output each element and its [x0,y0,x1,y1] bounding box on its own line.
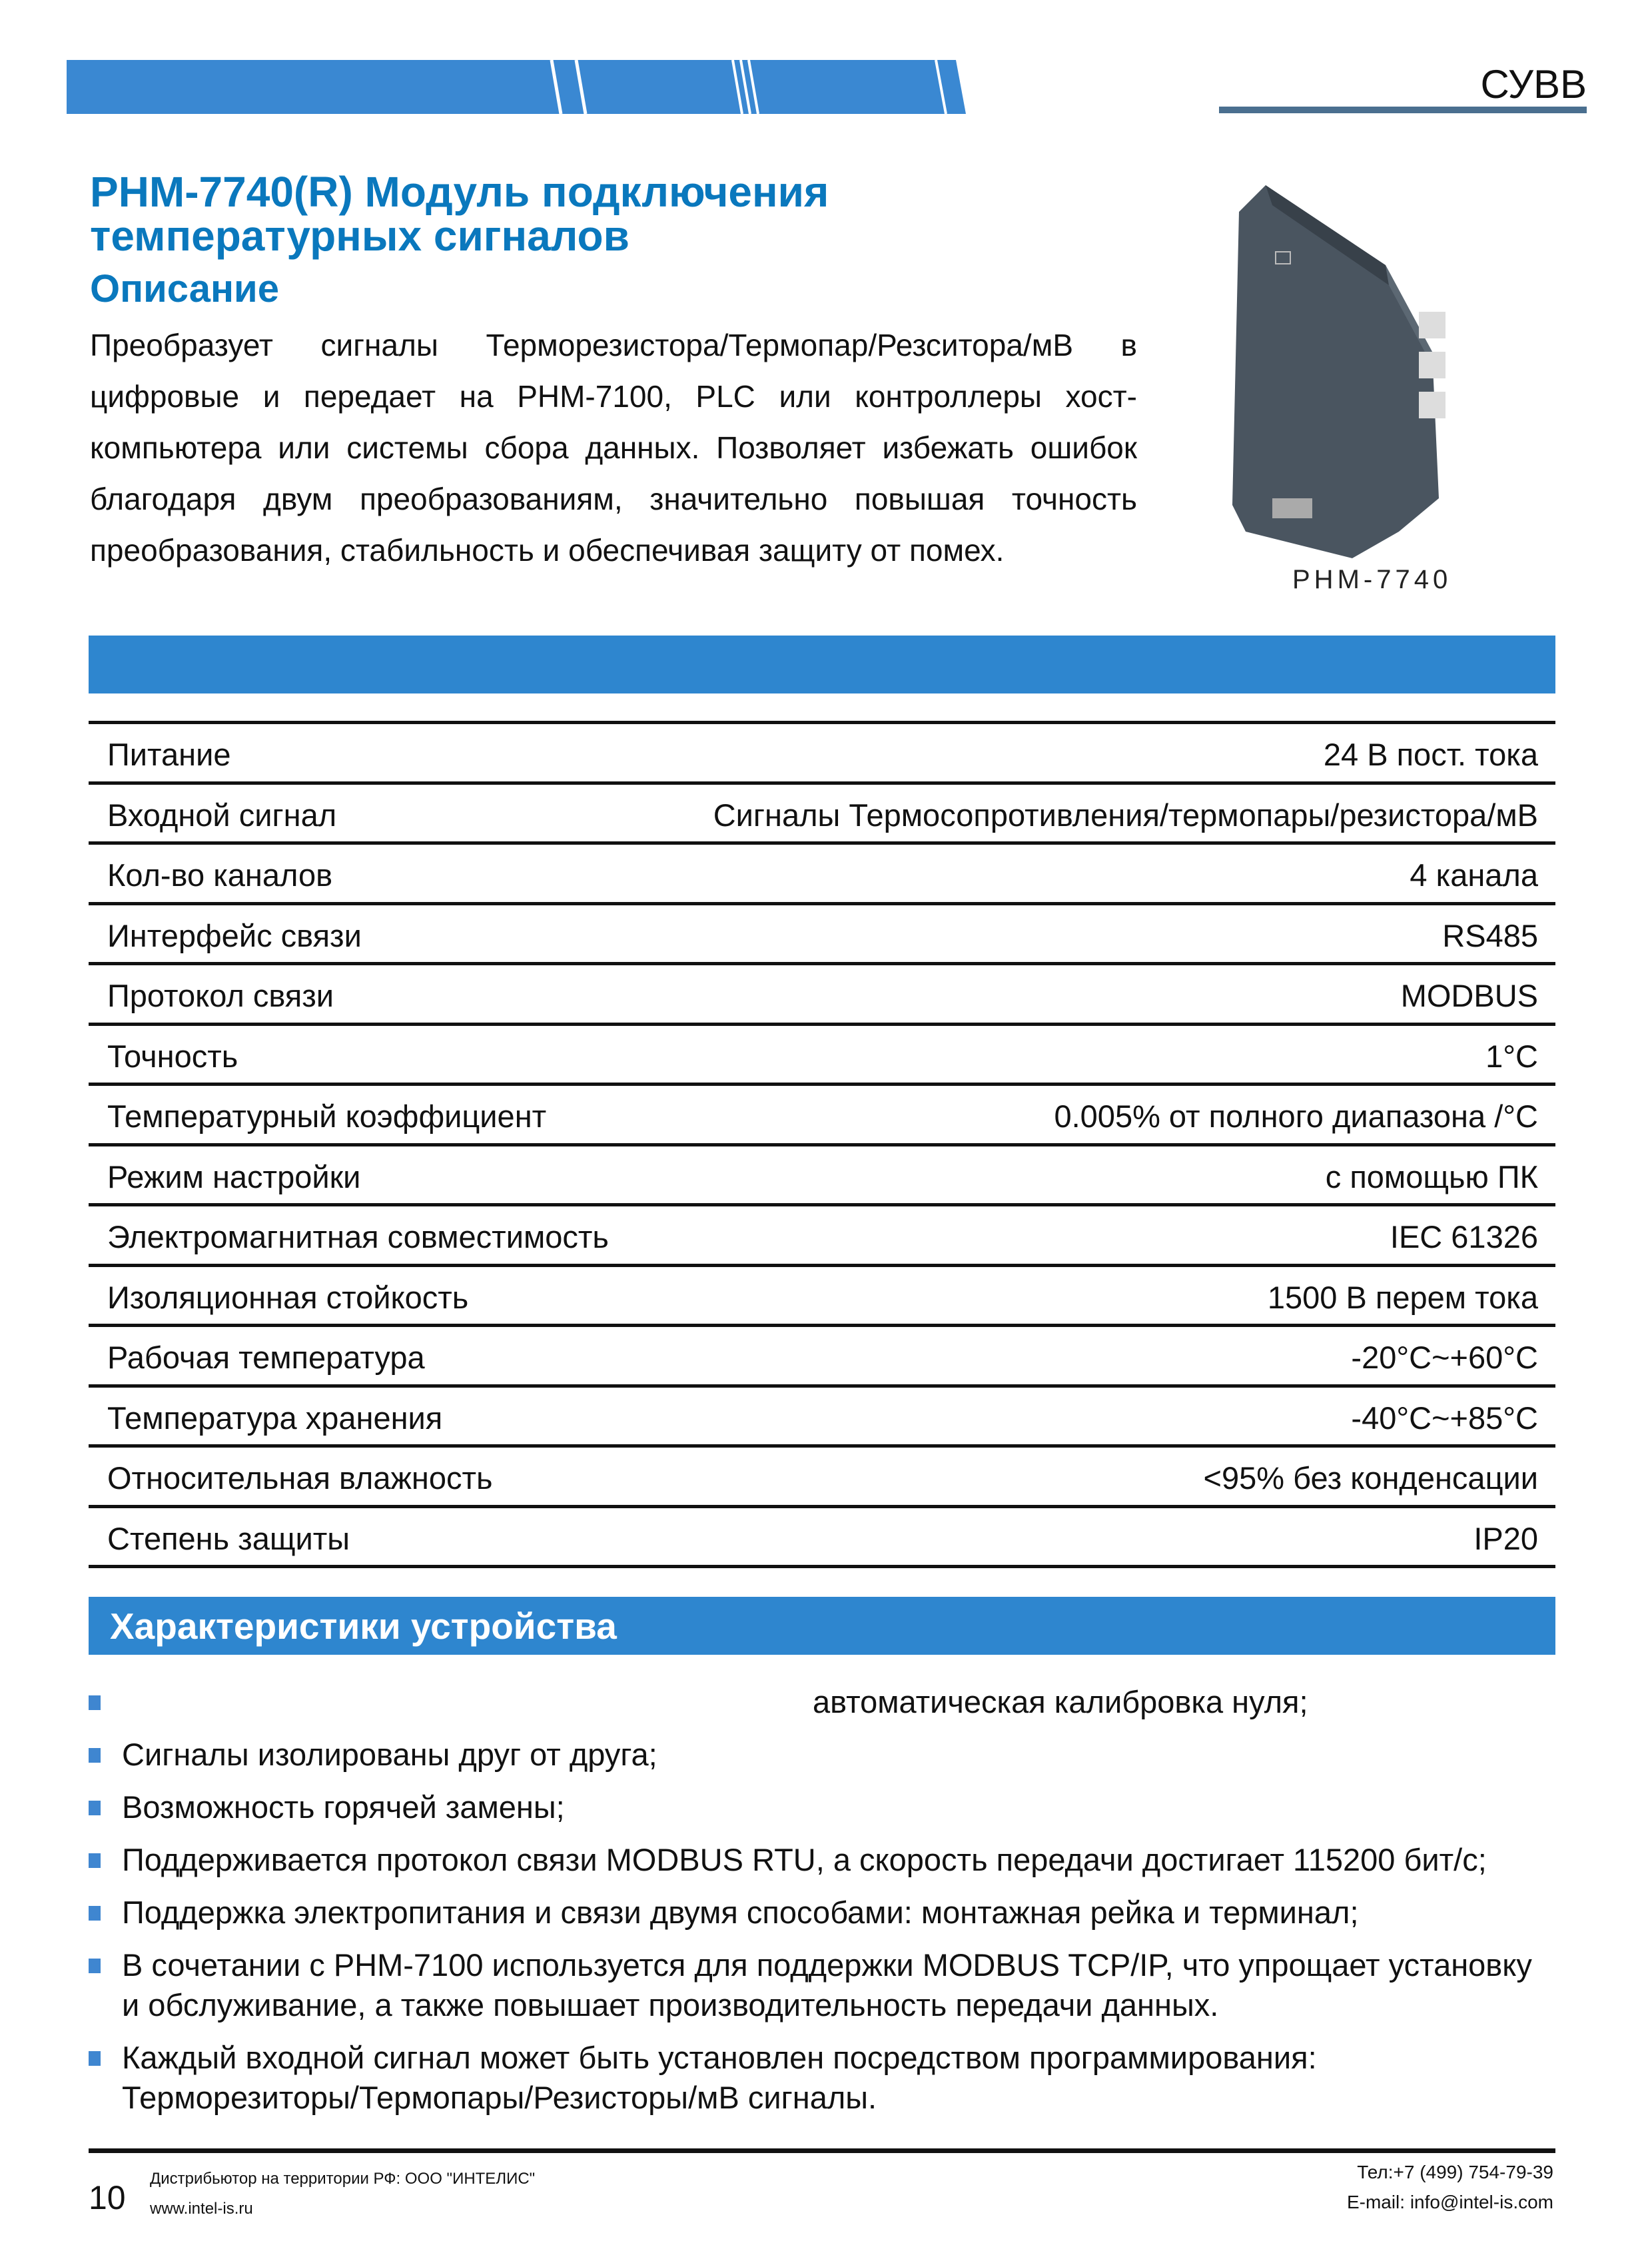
spec-value: MODBUS [1400,978,1538,1013]
bullet-square-icon [89,1853,101,1868]
distributor-text: Дистрибьютор на территории РФ: ООО "ИНТЕ… [150,2170,536,2188]
phone-text: Тел:+7 (499) 754-79-39 [1357,2162,1553,2182]
spec-row: Степень защиты IP20 [89,1508,1555,1568]
spec-row: Режим настройки с помощью ПК [89,1146,1555,1206]
spec-row: Питание 24 В пост. тока [89,724,1555,785]
spec-label: Питание [107,737,231,772]
features-heading: Характеристики устройства [110,1605,617,1647]
spec-value: 4 канала [1410,857,1538,893]
feature-item: Поддержка электропитания и связи двумя с… [89,1893,1555,1933]
title-line-2: температурных сигналов [90,212,629,260]
spec-row: Точность 1°C [89,1026,1555,1086]
spec-row: Протокол связи MODBUS [89,965,1555,1026]
spec-label: Интерфейс связи [107,917,362,953]
feature-text: В сочетании с PHM-7100 используется для … [122,1947,1532,2022]
spec-label: Кол-во каналов [107,857,333,893]
bullet-square-icon [89,1906,101,1921]
feature-text: Поддержка электропитания и связи двумя с… [122,1895,1359,1930]
product-image [1232,185,1446,558]
feature-text: Возможность горячей замены; [122,1789,565,1825]
feature-text: Каждый входной сигнал может быть установ… [122,2040,1317,2115]
spec-value: -40°C~+85°C [1351,1400,1538,1436]
header-banner [67,60,966,114]
footer-rule [89,2148,1555,2153]
spec-label: Рабочая температура [107,1340,425,1375]
features-section-bar: Характеристики устройства [89,1597,1555,1655]
page-title: PHM-7740(R) Модуль подключения температу… [90,170,829,258]
spec-value: <95% без конденсации [1203,1460,1538,1496]
spec-label: Протокол связи [107,978,334,1013]
spec-value: RS485 [1442,917,1538,953]
spec-label: Температура хранения [107,1400,443,1436]
bullet-square-icon [89,1959,101,1973]
spec-row: Относительная влажность <95% без конденса… [89,1448,1555,1508]
feature-item: Поддерживается протокол связи MODBUS RTU… [89,1840,1555,1880]
spec-value: IEC 61326 [1390,1219,1538,1254]
spec-value: -20°C~+60°C [1351,1340,1538,1375]
bullet-square-icon [89,1748,101,1763]
spec-row: Температурный коэффициент 0.005% от полно… [89,1086,1555,1146]
feature-item: В сочетании с PHM-7100 используется для … [89,1945,1555,2025]
feature-text: автоматическая калибровка нуля; [813,1684,1308,1719]
spec-row: Интерфейс связи RS485 [89,905,1555,965]
specs-table: Питание 24 В пост. тока Входной сигнал Сигн… [89,721,1555,1568]
spec-row: Кол-во каналов 4 канала [89,845,1555,905]
spec-row: Изоляционная стойкость 1500 В перем тока [89,1267,1555,1327]
spec-label: Изоляционная стойкость [107,1279,469,1315]
brand-label: СУВВ [1480,62,1587,107]
bullet-square-icon [89,1695,101,1710]
bullet-square-icon [89,1801,101,1815]
spec-value: IP20 [1473,1520,1538,1556]
email-link[interactable]: E-mail: info@intel-is.com [1346,2192,1553,2212]
features-list: автоматическая калибровка нуля; Сигналы и… [89,1682,1555,2130]
spec-label: Входной сигнал [107,797,337,833]
feature-item: Каждый входной сигнал может быть установ… [89,2038,1555,2118]
spec-label: Относительная влажность [107,1460,493,1496]
header-rule [1219,107,1587,113]
feature-item: Сигналы изолированы друг от друга; [89,1735,1555,1775]
spec-value: 1°C [1485,1038,1538,1074]
title-line-1: PHM-7740(R) Модуль подключения [90,168,829,216]
website-link[interactable]: www.intel-is.ru [150,2200,253,2218]
feature-text: Поддерживается протокол связи MODBUS RTU… [122,1842,1487,1877]
spec-row: Электромагнитная совместимость IEC 61326 [89,1206,1555,1267]
feature-text: Сигналы изолированы друг от друга; [122,1737,657,1772]
spec-label: Электромагнитная совместимость [107,1219,609,1254]
spec-label: Режим настройки [107,1158,361,1194]
description-text: Преобразует сигналы Терморезистора/Термо… [90,328,1137,568]
feature-item: автоматическая калибровка нуля; [89,1682,1555,1722]
spec-value: с помощью ПК [1325,1158,1538,1194]
description-heading: Описание [90,267,279,310]
spec-value: 1500 В перем тока [1267,1279,1538,1315]
spec-label: Степень защиты [107,1520,350,1556]
spec-value: 0.005% от полного диапазона /°C [1054,1099,1538,1134]
specs-section-bar [89,636,1555,693]
spec-value: 24 В пост. тока [1323,737,1538,772]
page-number: 10 [89,2179,126,2216]
spec-row: Входной сигнал Сигналы Термосопротивления… [89,785,1555,845]
product-caption: PHM-7740 [1292,565,1452,594]
spec-label: Температурный коэффициент [107,1099,547,1134]
feature-item: Возможность горячей замены; [89,1787,1555,1827]
spec-row: Температура хранения -40°C~+85°C [89,1388,1555,1448]
spec-row: Рабочая температура -20°C~+60°C [89,1327,1555,1388]
bullet-square-icon [89,2051,101,2066]
spec-value: Сигналы Термосопротивления/термопары/рез… [713,797,1538,833]
spec-label: Точность [107,1038,238,1074]
